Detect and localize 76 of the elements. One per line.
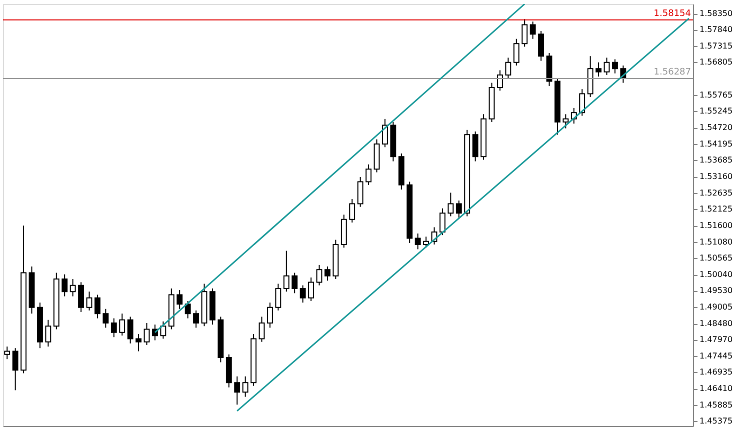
candlestick xyxy=(472,130,478,162)
y-tick-label: 1.52125 xyxy=(700,204,733,214)
candlestick xyxy=(357,176,364,208)
candlestick xyxy=(45,319,52,348)
y-tick-label: 1.45375 xyxy=(700,416,733,426)
candlestick xyxy=(292,272,298,294)
y-tick-label: 1.53160 xyxy=(700,172,733,182)
candlestick xyxy=(283,250,290,292)
candlestick xyxy=(193,310,199,328)
y-tick-label: 1.50040 xyxy=(700,270,733,280)
ref-line-label: 1.58154 xyxy=(654,8,692,19)
ref-line-label: 1.56287 xyxy=(654,68,691,78)
y-tick-label: 1.50565 xyxy=(700,254,733,263)
y-tick-label: 1.54195 xyxy=(700,140,733,149)
candlestick xyxy=(127,316,134,344)
candlestick xyxy=(234,376,240,406)
candlestick xyxy=(176,290,183,310)
candlestick xyxy=(448,192,454,217)
y-tick-label: 1.56805 xyxy=(700,58,733,67)
candlestick xyxy=(562,114,569,129)
candlestick xyxy=(78,282,84,313)
y-tick-label: 1.57315 xyxy=(700,42,733,51)
candlestick xyxy=(119,313,126,336)
candlestick xyxy=(349,198,356,224)
candlestick xyxy=(102,308,109,328)
candlestick xyxy=(316,264,322,286)
candlestick xyxy=(596,62,602,78)
candlestick xyxy=(86,291,92,311)
candlestick xyxy=(497,70,503,92)
y-tick-label: 1.45885 xyxy=(700,400,733,410)
y-tick-label: 1.54720 xyxy=(700,123,733,132)
candlestick xyxy=(538,30,544,62)
candlestick xyxy=(308,276,314,302)
candlestick xyxy=(62,274,68,297)
candlestick xyxy=(456,200,462,218)
candlestick xyxy=(300,284,306,304)
candlestick xyxy=(579,88,586,116)
candlestick xyxy=(184,300,191,319)
y-tick-label: 1.49005 xyxy=(700,302,733,312)
y-tick-label: 1.48480 xyxy=(700,319,733,328)
y-tick-label: 1.55245 xyxy=(700,106,733,116)
y-tick-label: 1.51600 xyxy=(700,221,733,230)
y-tick-label: 1.53685 xyxy=(700,156,733,165)
y-tick-label: 1.57840 xyxy=(700,25,733,34)
candlestick xyxy=(513,38,520,66)
candlestick xyxy=(530,21,536,40)
candlestick xyxy=(324,266,330,282)
candlestick xyxy=(94,294,100,319)
candlestick xyxy=(275,283,282,311)
candlestick xyxy=(440,208,446,236)
y-tick-label: 1.46410 xyxy=(700,384,733,394)
candlestick xyxy=(110,318,117,338)
y-tick-label: 1.49530 xyxy=(700,286,733,296)
y-tick-label: 1.52635 xyxy=(700,188,733,198)
candlestick xyxy=(267,302,273,328)
candlestick xyxy=(612,58,618,74)
candlestick xyxy=(160,320,166,340)
candlestick xyxy=(366,164,372,186)
candlestick xyxy=(136,334,142,352)
candlestick xyxy=(144,322,150,346)
y-tick-label: 1.55765 xyxy=(700,90,733,100)
y-tick-label: 1.51080 xyxy=(700,238,733,247)
candlestick xyxy=(258,316,265,342)
candlestick xyxy=(242,376,248,398)
y-tick-label: 1.58350 xyxy=(700,9,733,18)
candlestick xyxy=(4,346,10,360)
candlestick xyxy=(414,233,421,250)
y-tick-label: 1.47970 xyxy=(700,335,733,344)
candlestick xyxy=(70,278,76,297)
candlestick xyxy=(604,57,610,76)
candlestick xyxy=(505,57,512,79)
candlestick xyxy=(12,348,18,391)
y-tick-label: 1.46935 xyxy=(700,368,733,377)
y-tick-label: 1.47445 xyxy=(700,352,733,361)
candlestick xyxy=(382,118,388,148)
candlestick xyxy=(522,18,528,48)
